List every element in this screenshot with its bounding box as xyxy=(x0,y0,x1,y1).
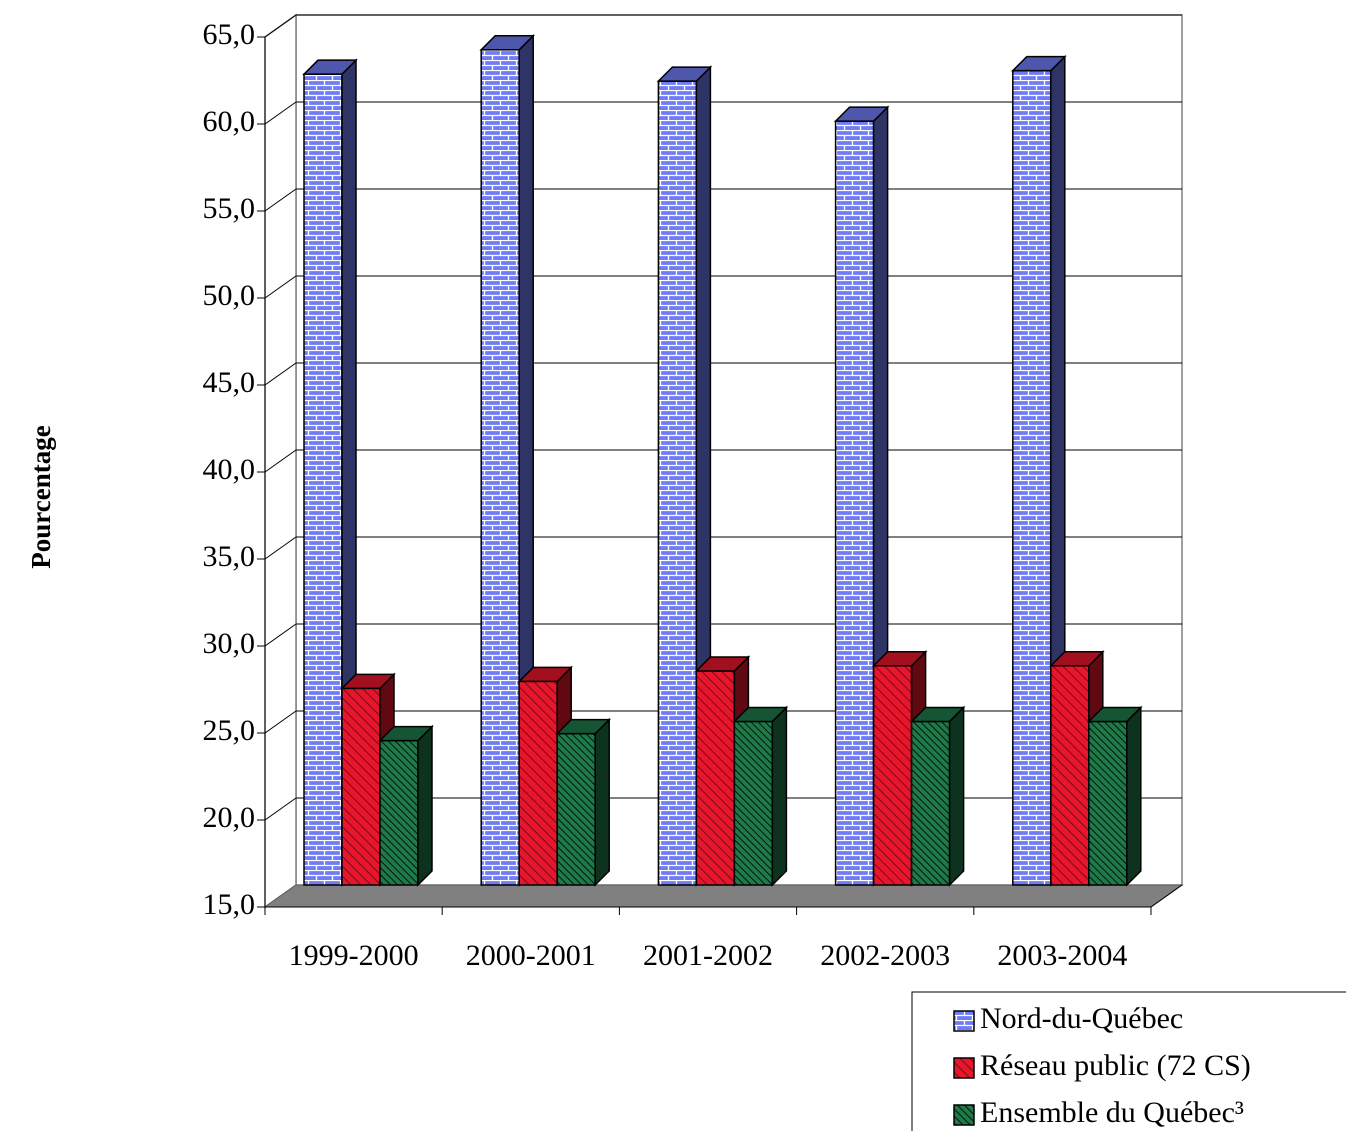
bar xyxy=(302,58,358,887)
floor xyxy=(263,884,1184,908)
bar-top xyxy=(1010,55,1067,72)
gridline-side xyxy=(264,188,297,212)
x-axis-depth xyxy=(1150,884,1183,908)
bar-side xyxy=(417,724,433,887)
x-tick-label: 1999-2000 xyxy=(289,939,419,972)
bar-top xyxy=(479,35,536,51)
y-tick-label: 20,0 xyxy=(203,801,256,834)
bar-top xyxy=(1086,706,1143,723)
bar-side xyxy=(948,705,965,887)
x-tick-label: 2001-2002 xyxy=(643,939,773,972)
gridline-side xyxy=(264,101,297,125)
bar-top xyxy=(378,725,434,742)
legend-swatch xyxy=(953,1010,975,1032)
bar-top xyxy=(340,673,396,690)
gridline-side xyxy=(264,14,297,38)
legend-box xyxy=(911,991,1346,1131)
y-tick-label: 50,0 xyxy=(203,279,256,312)
bar-top xyxy=(517,666,574,683)
bar-front xyxy=(303,73,343,886)
y-tick-label: 35,0 xyxy=(203,540,256,573)
legend-label: Réseau public (72 CS) xyxy=(980,1049,1251,1082)
bar xyxy=(555,717,612,887)
bar-top xyxy=(732,706,789,723)
bar xyxy=(732,705,789,887)
bar xyxy=(1086,705,1143,887)
bar-front xyxy=(556,732,596,886)
bar-side xyxy=(594,717,610,887)
x-tick-label: 2002-2003 xyxy=(820,939,950,972)
legend-swatch xyxy=(953,1104,975,1126)
bar-front xyxy=(518,680,558,886)
gridline-side xyxy=(264,797,297,821)
bar-front xyxy=(910,720,951,886)
y-tick-label: 60,0 xyxy=(203,105,256,138)
y-tick-label: 55,0 xyxy=(203,192,256,225)
gridline-side xyxy=(264,449,297,473)
bar-top xyxy=(871,651,928,667)
y-axis-label: Pourcentage xyxy=(26,425,56,568)
bar-front xyxy=(1012,69,1052,886)
bar-top xyxy=(909,706,966,723)
bar-front xyxy=(379,739,419,886)
legend-label: Ensemble du Québec³ xyxy=(980,1096,1244,1129)
bar xyxy=(378,724,434,887)
bar-side xyxy=(771,705,788,887)
tick-labels: 15,0 20,0 25,0 30,0 35,0 40,0 45,0 50,0 55,0 60,0… xyxy=(203,18,1128,972)
bar-front xyxy=(695,670,736,886)
bar xyxy=(479,33,536,887)
y-tick-label: 45,0 xyxy=(203,366,256,399)
bar-top xyxy=(1048,651,1105,667)
bar-side xyxy=(1126,705,1142,887)
legend: Nord-du-Québec Réseau public (72 CS) Ensem… xyxy=(911,991,1346,1131)
bar-front xyxy=(733,720,774,886)
gridline-side xyxy=(264,275,297,299)
bar-top xyxy=(833,106,890,122)
bar-front xyxy=(657,80,698,886)
bar-front xyxy=(1088,720,1128,886)
gridline-side xyxy=(264,536,297,560)
bar-top xyxy=(555,718,612,735)
x-tick-label: 2000-2001 xyxy=(466,939,596,972)
bar xyxy=(909,705,966,887)
bar-front xyxy=(1050,665,1090,886)
bar-front xyxy=(480,49,520,886)
bar-front xyxy=(834,120,875,886)
bar-front xyxy=(341,687,381,886)
y-tick-label: 65,0 xyxy=(203,18,256,51)
bar-top xyxy=(302,59,358,75)
gridline-side xyxy=(264,623,297,647)
bar-top xyxy=(656,66,713,82)
bar-front xyxy=(872,665,913,886)
y-tick-label: 15,0 xyxy=(203,888,256,921)
legend-swatch xyxy=(953,1057,975,1079)
axes xyxy=(257,36,1183,915)
gridline-side xyxy=(264,710,297,734)
legend-item: Ensemble du Québec³ xyxy=(953,1096,1244,1129)
legend-label: Nord-du-Québec xyxy=(980,1002,1183,1035)
y-tick-label: 30,0 xyxy=(203,627,256,660)
bar-top xyxy=(694,656,751,672)
legend-item: Nord-du-Québec xyxy=(953,1002,1183,1035)
y-tick-label: 25,0 xyxy=(203,714,256,747)
x-tick-label: 2003-2004 xyxy=(997,939,1127,972)
bars xyxy=(302,33,1143,887)
y-tick-label: 40,0 xyxy=(203,453,256,486)
gridline-side xyxy=(264,362,297,386)
legend-item: Réseau public (72 CS) xyxy=(953,1049,1251,1082)
